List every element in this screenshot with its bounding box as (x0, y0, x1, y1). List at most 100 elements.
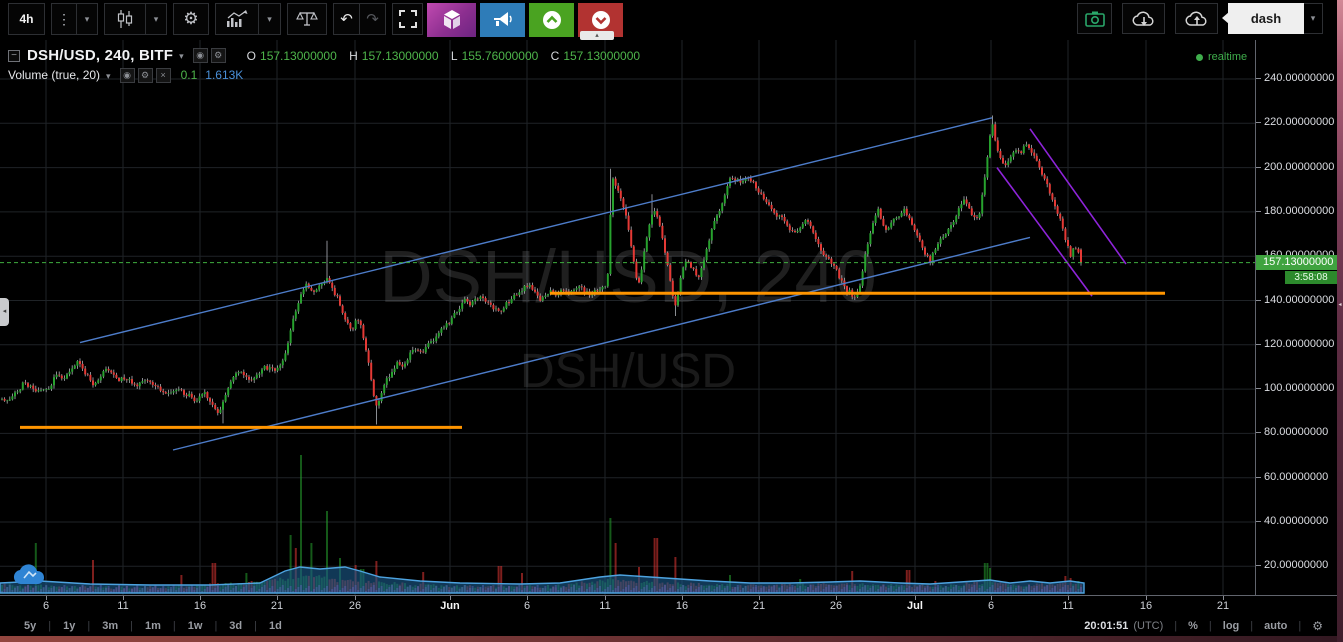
time-axis-tick (1223, 596, 1224, 600)
time-axis-tick (1068, 596, 1069, 600)
time-axis-tick (1146, 596, 1147, 600)
chart-style-dropdown-button[interactable]: ▾ (145, 3, 167, 35)
time-axis-label: 6 (987, 600, 995, 612)
extension-cube-button[interactable] (427, 3, 476, 37)
time-axis[interactable]: 6 11 16 21 26 Jun 6 11 16 21 26 Jul 6 11 16 21 (0, 595, 1337, 615)
extension-announce-button[interactable] (480, 3, 525, 37)
volume-ma-value: 1.613K (205, 68, 244, 82)
layout-dropdown-button[interactable]: ▾ (1303, 3, 1323, 34)
gear-icon[interactable]: ⚙ (137, 67, 153, 83)
indicators-button[interactable] (215, 3, 259, 35)
auto-scale-button[interactable]: auto (1264, 620, 1288, 632)
indicators-dropdown-button[interactable]: ▾ (258, 3, 281, 35)
range-button-1d[interactable]: 1d (269, 620, 282, 632)
percent-scale-button[interactable]: % (1188, 620, 1198, 632)
snapshot-button[interactable] (1077, 3, 1112, 34)
desktop-edge-bottom (0, 636, 1337, 642)
low-value: 155.76000000 (461, 48, 539, 63)
indicators-icon (227, 10, 248, 27)
time-axis-tick (915, 596, 916, 600)
camera-icon (1084, 11, 1105, 27)
range-button-3m[interactable]: 3m (102, 620, 119, 632)
time-axis-label: Jul (907, 600, 923, 612)
extension-down-button[interactable] (578, 3, 623, 37)
time-axis-label: 6 (42, 600, 50, 612)
extension-tooltip-chip[interactable]: ▴ (580, 31, 614, 40)
log-scale-button[interactable]: log (1222, 620, 1240, 632)
range-button-5y[interactable]: 5y (24, 620, 37, 632)
compare-button[interactable] (287, 3, 327, 35)
symbol-row: − DSH/USD, 240, BITF ▾ ◉ ⚙ O 157.13000000… (8, 45, 640, 66)
range-button-1m[interactable]: 1m (144, 620, 161, 632)
indicator-title[interactable]: Volume (true, 20) (8, 68, 101, 82)
open-value: 157.13000000 (260, 48, 337, 63)
extension-up-button[interactable] (529, 3, 574, 37)
gear-icon: ⚙ (183, 9, 199, 28)
clock[interactable]: 20:01:51 (1084, 620, 1129, 632)
close-icon[interactable]: × (155, 67, 171, 83)
price-axis[interactable]: 157.13000000 3:58:08 240.00000000 220.000… (1255, 40, 1338, 595)
layout-name-button[interactable]: dash (1222, 3, 1304, 34)
svg-text:DSH/USD: DSH/USD (520, 345, 736, 398)
cloud-download-icon (1132, 10, 1154, 26)
time-axis-label: 21 (1216, 600, 1230, 612)
circle-chevron-up-icon (542, 11, 561, 29)
collapse-icon[interactable]: − (8, 49, 20, 62)
eye-icon[interactable]: ◉ (192, 48, 208, 63)
time-axis-label: 16 (675, 600, 689, 612)
time-axis-label: 11 (1062, 600, 1074, 612)
volume-bars (1, 455, 1082, 593)
chevron-down-icon[interactable]: ▾ (106, 70, 111, 81)
interval-button[interactable]: 4h (8, 3, 45, 35)
svg-text:DSH/USD, 240: DSH/USD, 240 (379, 235, 877, 318)
trendlines[interactable] (20, 117, 1165, 451)
chevron-left-icon: ◂ (1338, 302, 1342, 308)
price-chart[interactable]: DSH/USD, 240 DSH/USD (0, 40, 1255, 595)
trendline-down-channel-right[interactable] (1029, 128, 1127, 265)
notch-pointer (1222, 12, 1229, 24)
redo-icon: ↷ (366, 11, 379, 28)
realtime-status: realtime (1196, 51, 1247, 63)
fullscreen-button[interactable] (392, 3, 423, 35)
interval-dropdown-button[interactable]: ▾ (76, 3, 98, 35)
time-axis-tick (355, 596, 356, 600)
chart-style-button[interactable] (104, 3, 146, 35)
gear-icon[interactable]: ⚙ (210, 48, 226, 63)
eye-icon[interactable]: ◉ (119, 67, 135, 83)
undo-button[interactable]: ↶ (333, 3, 360, 35)
chart-properties-button[interactable]: ⚙ (173, 3, 209, 35)
candlestick-icon (117, 10, 133, 28)
volume-value: 0.1 (180, 68, 198, 82)
range-button-1w[interactable]: 1w (187, 620, 203, 632)
range-button-3d[interactable]: 3d (229, 620, 243, 632)
time-axis-tick (836, 596, 837, 600)
interval-menu-button[interactable]: ⋮ (51, 3, 77, 35)
current-price-badge: 157.13000000 (1256, 255, 1338, 271)
desktop-edge-right (1337, 0, 1343, 642)
trendline-down-channel-left[interactable] (996, 167, 1093, 297)
save-layout-button[interactable] (1175, 3, 1218, 34)
chevron-down-icon: ▾ (267, 13, 272, 24)
gear-icon[interactable]: ⚙ (1312, 619, 1323, 633)
time-axis-label: 6 (523, 600, 531, 612)
chevron-down-icon[interactable]: ▾ (179, 51, 184, 61)
time-axis-tick (759, 596, 760, 600)
drawing-toolbar-toggle[interactable]: ◂ (0, 298, 9, 326)
exchange-logo-icon (13, 564, 45, 585)
megaphone-icon (493, 12, 512, 26)
range-button-1y[interactable]: 1y (63, 620, 76, 632)
time-axis-tick (123, 596, 124, 600)
trendline-channel-upper[interactable] (79, 117, 993, 344)
time-axis-label: 21 (752, 600, 766, 612)
symbol-title[interactable]: DSH/USD, 240, BITF (27, 47, 174, 64)
time-axis-label: 11 (599, 600, 611, 612)
cube-icon (443, 10, 460, 29)
redo-button[interactable]: ↷ (359, 3, 386, 35)
time-axis-label: 26 (348, 600, 362, 612)
bottom-right-controls: 20:01:51 (UTC) | % | log | auto | ⚙ (1084, 619, 1323, 633)
trendline-channel-lower[interactable] (172, 236, 1031, 451)
chevron-left-icon: ◂ (2, 308, 7, 315)
clock-timezone[interactable]: (UTC) (1133, 620, 1164, 632)
load-layout-button[interactable] (1122, 3, 1165, 34)
